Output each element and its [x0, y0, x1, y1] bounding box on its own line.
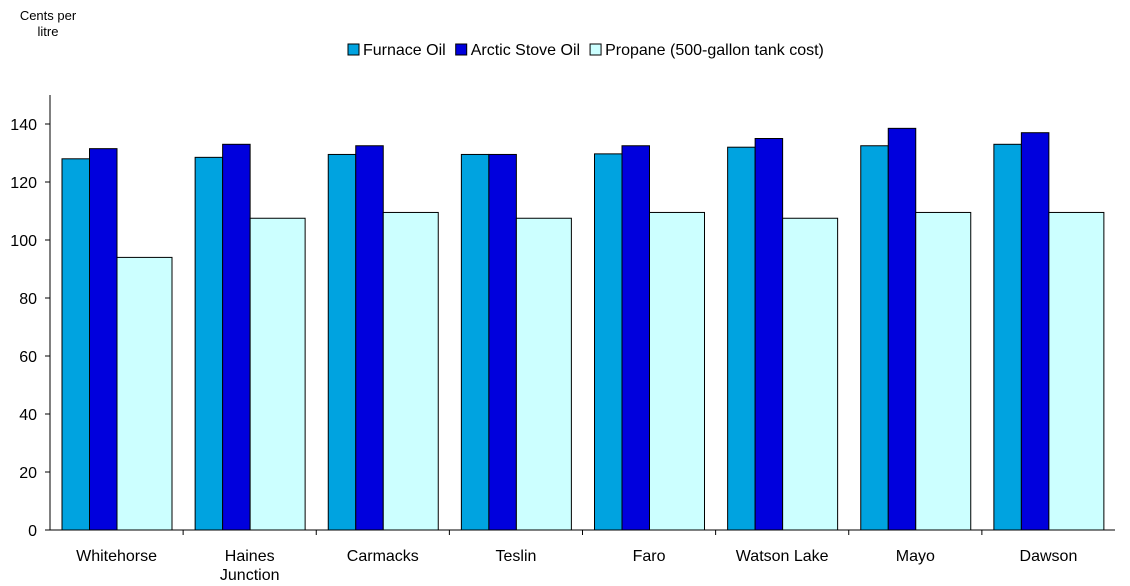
bar-arctic-stove-oil	[355, 145, 384, 531]
legend-swatch	[455, 43, 468, 56]
x-category-label: Teslin	[495, 548, 536, 565]
x-category-label: Faro	[633, 548, 666, 565]
legend-swatch	[347, 43, 360, 56]
x-category-label: Whitehorse	[76, 548, 157, 565]
bar-furnace-oil	[993, 143, 1022, 531]
legend-entry: Propane (500-gallon tank cost)	[605, 42, 824, 59]
x-category-label: Dawson	[1020, 548, 1078, 565]
y-axis-label-line: litre	[38, 24, 59, 39]
y-tick-label: 100	[10, 233, 37, 250]
y-tick-label: 120	[10, 175, 37, 192]
legend-entry: Furnace Oil	[363, 42, 446, 59]
y-tick-label: 140	[10, 117, 37, 134]
bar-arctic-stove-oil	[887, 127, 917, 531]
bar-furnace-oil	[860, 145, 889, 531]
bar-propane	[249, 217, 306, 531]
y-ticks: 0 20 40 60 80 100 120 140	[10, 117, 50, 540]
bar-arctic-stove-oil	[1020, 132, 1050, 531]
bar-furnace-oil	[194, 156, 224, 531]
legend: Furnace Oil Arctic Stove Oil Propane (500-…	[347, 42, 824, 59]
x-category-label: Carmacks	[347, 548, 419, 565]
y-tick-label: 80	[19, 291, 37, 308]
bar-propane	[515, 217, 572, 531]
bar-propane	[1048, 211, 1105, 531]
bar-propane	[116, 256, 173, 531]
bar-propane	[782, 217, 839, 531]
x-category-label: Junction	[220, 567, 280, 584]
bar-furnace-oil	[460, 153, 490, 531]
bar-arctic-stove-oil	[754, 138, 784, 531]
x-category-label: Mayo	[896, 548, 935, 565]
y-tick-label: 60	[19, 349, 37, 366]
bar-furnace-oil	[61, 158, 90, 531]
bar-propane	[382, 211, 439, 531]
y-tick-label: 0	[28, 523, 37, 540]
y-axis-label-line: Cents per	[20, 8, 77, 23]
bar-furnace-oil	[727, 146, 756, 531]
x-category-label: Watson Lake	[736, 548, 829, 565]
bar-arctic-stove-oil	[621, 145, 650, 531]
bar-propane	[915, 211, 972, 531]
bars	[61, 127, 1105, 531]
bar-arctic-stove-oil	[222, 143, 251, 531]
x-category-label: Haines	[225, 548, 275, 565]
legend-swatch	[589, 43, 602, 56]
bar-furnace-oil	[327, 153, 357, 531]
bar-propane	[649, 211, 705, 531]
legend-entry: Arctic Stove Oil	[471, 42, 580, 59]
bar-furnace-oil	[594, 153, 623, 531]
bar-arctic-stove-oil	[89, 148, 118, 531]
x-category-labels: Whitehorse Haines Junction Carmacks Teslin Fa…	[76, 530, 1077, 584]
bar-arctic-stove-oil	[488, 153, 517, 531]
y-tick-label: 40	[19, 407, 37, 424]
y-tick-label: 20	[19, 465, 37, 482]
